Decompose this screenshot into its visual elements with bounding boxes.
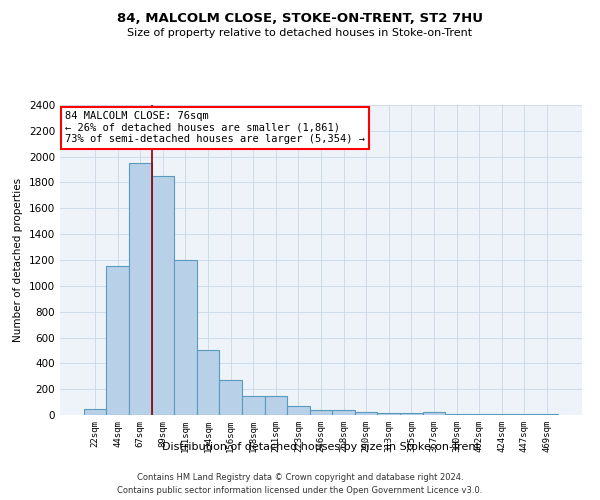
Bar xyxy=(513,414,536,415)
Bar xyxy=(468,414,490,415)
Text: Contains HM Land Registry data © Crown copyright and database right 2024.: Contains HM Land Registry data © Crown c… xyxy=(137,472,463,482)
Text: Size of property relative to detached houses in Stoke-on-Trent: Size of property relative to detached ho… xyxy=(127,28,473,38)
Bar xyxy=(84,408,106,415)
Bar xyxy=(265,396,287,415)
Bar xyxy=(536,414,558,415)
Bar xyxy=(242,396,265,415)
Bar xyxy=(310,410,332,415)
Bar xyxy=(106,266,129,415)
Bar xyxy=(445,414,468,415)
Text: Contains public sector information licensed under the Open Government Licence v3: Contains public sector information licen… xyxy=(118,486,482,495)
Text: 84, MALCOLM CLOSE, STOKE-ON-TRENT, ST2 7HU: 84, MALCOLM CLOSE, STOKE-ON-TRENT, ST2 7… xyxy=(117,12,483,26)
Y-axis label: Number of detached properties: Number of detached properties xyxy=(13,178,23,342)
Bar xyxy=(377,413,400,415)
Bar xyxy=(220,380,242,415)
Bar xyxy=(422,412,445,415)
Text: Distribution of detached houses by size in Stoke-on-Trent: Distribution of detached houses by size … xyxy=(162,442,480,452)
Bar xyxy=(287,406,310,415)
Bar xyxy=(355,412,377,415)
Bar xyxy=(152,176,174,415)
Bar xyxy=(174,260,197,415)
Bar xyxy=(332,410,355,415)
Bar xyxy=(197,350,220,415)
Bar xyxy=(129,163,152,415)
Text: 84 MALCOLM CLOSE: 76sqm
← 26% of detached houses are smaller (1,861)
73% of semi: 84 MALCOLM CLOSE: 76sqm ← 26% of detache… xyxy=(65,111,365,144)
Bar xyxy=(490,414,513,415)
Bar xyxy=(400,413,422,415)
